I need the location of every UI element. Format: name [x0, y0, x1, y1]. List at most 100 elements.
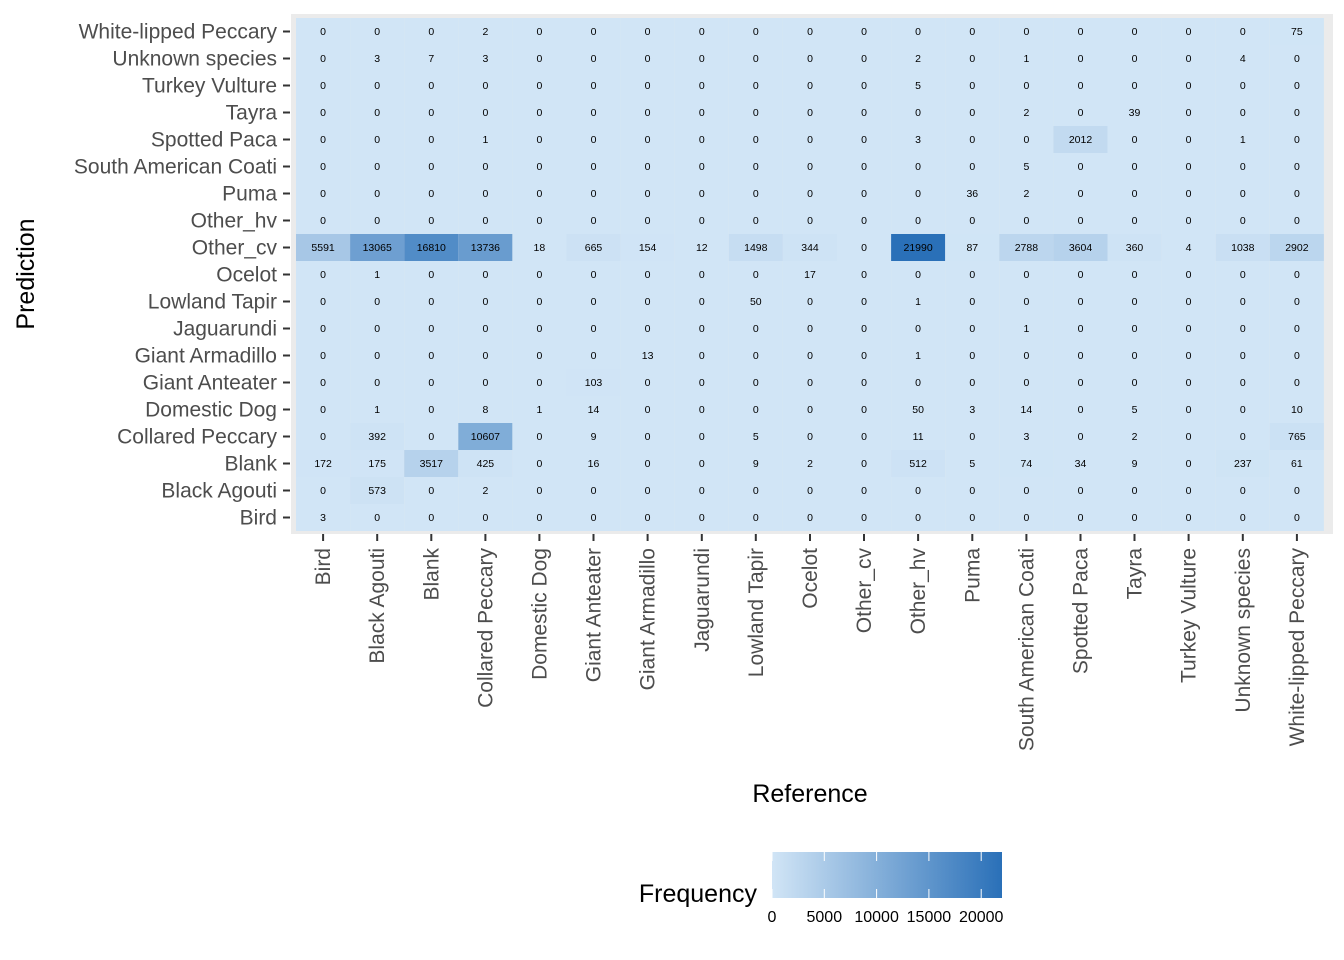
cell-value-label: 0	[753, 134, 759, 146]
cell-value-label: 0	[591, 107, 597, 119]
y-axis-title: Prediction	[12, 218, 40, 329]
cell-value-label: 665	[585, 242, 603, 254]
cell-value-label: 4	[1186, 242, 1192, 254]
cell-value-label: 0	[807, 350, 813, 362]
cell-value-label: 0	[1240, 404, 1246, 416]
cell-value-label: 0	[969, 107, 975, 119]
cell-value-label: 0	[645, 296, 651, 308]
cell-value-label: 0	[915, 269, 921, 281]
cell-value-label: 237	[1234, 458, 1252, 470]
cell-value-label: 392	[368, 431, 386, 443]
heatmap-cell	[1161, 315, 1216, 342]
cell-value-label: 0	[536, 296, 542, 308]
heatmap-cell	[512, 369, 567, 396]
cell-value-label: 0	[428, 323, 434, 335]
cell-value-label: 0	[969, 215, 975, 227]
heatmap-cell	[1269, 261, 1324, 288]
y-tick-label: Black Agouti	[161, 480, 277, 503]
heatmap-cell	[350, 234, 405, 261]
cell-value-label: 0	[645, 323, 651, 335]
cell-value-label: 0	[969, 161, 975, 173]
cell-value-label: 0	[1132, 80, 1138, 92]
cell-value-label: 0	[645, 485, 651, 497]
cell-value-label: 0	[320, 377, 326, 389]
cell-value-label: 0	[591, 188, 597, 200]
heatmap-cell	[891, 153, 946, 180]
cell-value-label: 0	[1186, 188, 1192, 200]
heatmap-cell	[945, 423, 1000, 450]
cell-value-label: 0	[482, 215, 488, 227]
heatmap-cell	[782, 315, 837, 342]
cell-value-label: 0	[1240, 485, 1246, 497]
cell-value-label: 0	[1294, 134, 1300, 146]
legend-tick-label: 5000	[807, 909, 843, 926]
cell-value-label: 0	[915, 188, 921, 200]
heatmap-cell	[728, 369, 783, 396]
heatmap-cell	[458, 99, 513, 126]
heatmap-cell	[837, 72, 892, 99]
heatmap-cell	[837, 423, 892, 450]
cell-value-label: 154	[639, 242, 657, 254]
heatmap-cell	[296, 369, 351, 396]
cell-value-label: 0	[591, 350, 597, 362]
heatmap-cell	[674, 234, 729, 261]
heatmap-cell	[782, 369, 837, 396]
heatmap-cell	[1053, 288, 1108, 315]
heatmap-cell	[1107, 18, 1162, 45]
cell-value-label: 1	[1023, 323, 1029, 335]
heatmap-cell	[350, 450, 405, 477]
heatmap-cell	[1269, 126, 1324, 153]
heatmap-cell	[620, 504, 675, 531]
heatmap-cell	[350, 261, 405, 288]
heatmap-cell	[512, 180, 567, 207]
heatmap-cell	[458, 369, 513, 396]
x-tick-label: Lowland Tapir	[745, 548, 768, 677]
cell-value-label: 0	[320, 80, 326, 92]
heatmap-cell	[1053, 342, 1108, 369]
legend-ticks: 0 5000 10000 15000 20000	[768, 852, 1004, 926]
cell-value-label: 0	[699, 269, 705, 281]
cell-value-label: 0	[1240, 107, 1246, 119]
heatmap-cell	[296, 396, 351, 423]
y-tick-label: Bird	[240, 507, 277, 530]
cell-value-label: 0	[645, 107, 651, 119]
heatmap-cell	[891, 423, 946, 450]
heatmap-cell	[1161, 261, 1216, 288]
heatmap-cell	[1107, 180, 1162, 207]
heatmap-cell	[1107, 153, 1162, 180]
cell-value-label: 0	[1078, 269, 1084, 281]
heatmap-cell-labels: 3 0 0 0 0 0 0 0 0 0 0 0 0 0 0 0 0 0 00 573 0 2 0 0 0 0 0 0 0 0 0 0 0 0 0 0 0…	[311, 26, 1308, 524]
x-tick-label: Ocelot	[799, 548, 822, 609]
heatmap-cell	[1053, 180, 1108, 207]
heatmap-cell	[999, 153, 1054, 180]
cell-value-label: 0	[320, 485, 326, 497]
cell-value-label: 0	[374, 26, 380, 38]
cell-value-label: 0	[482, 296, 488, 308]
heatmap-cell	[620, 72, 675, 99]
cell-value-label: 0	[645, 188, 651, 200]
cell-value-label: 0	[536, 485, 542, 497]
cell-value-label: 0	[1294, 269, 1300, 281]
cell-value-label: 0	[1294, 350, 1300, 362]
heatmap-cell	[837, 126, 892, 153]
heatmap-cell	[891, 18, 946, 45]
heatmap-cell	[512, 207, 567, 234]
heatmap-cell	[1161, 18, 1216, 45]
y-tick-label: South American Coati	[74, 156, 277, 179]
cell-value-label: 0	[807, 485, 813, 497]
y-tick-label: Ocelot	[216, 264, 277, 287]
cell-value-label: 0	[861, 80, 867, 92]
cell-value-label: 0	[807, 377, 813, 389]
cell-value-label: 0	[969, 53, 975, 65]
heatmap-cell	[1053, 396, 1108, 423]
cell-value-label: 0	[915, 323, 921, 335]
heatmap-cell	[837, 207, 892, 234]
cell-value-label: 0	[645, 26, 651, 38]
cell-value-label: 0	[1132, 161, 1138, 173]
x-axis-title: Reference	[752, 780, 867, 808]
cell-value-label: 0	[1023, 134, 1029, 146]
cell-value-label: 9	[1132, 458, 1138, 470]
cell-value-label: 0	[861, 431, 867, 443]
cell-value-label: 0	[1078, 296, 1084, 308]
heatmap-cell	[837, 261, 892, 288]
